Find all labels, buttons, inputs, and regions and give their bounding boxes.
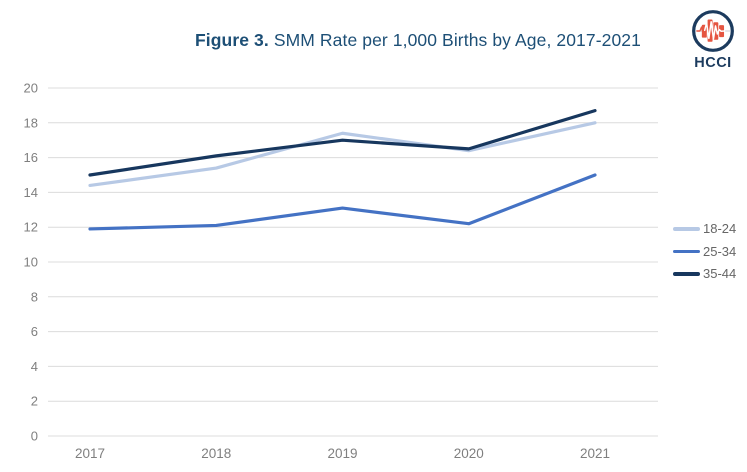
legend-swatch-25-34 [673, 249, 700, 254]
hcci-logo: HCCI [685, 8, 741, 71]
chart-title: Figure 3. SMM Rate per 1,000 Births by A… [195, 30, 641, 51]
series-line-18-24 [88, 121, 597, 188]
hcci-logo-icon [692, 10, 734, 52]
y-tick-12: 12 [24, 220, 38, 235]
legend-swatch-18-24 [673, 227, 700, 231]
y-tick-18: 18 [24, 115, 38, 130]
series-line-35-44 [88, 109, 597, 177]
x-tick-2021: 2021 [580, 446, 610, 461]
x-tick-2020: 2020 [454, 446, 484, 461]
x-tick-2017: 2017 [75, 446, 105, 461]
legend-item-18-24: 18-24 [673, 222, 736, 236]
legend-label-25-34: 25-34 [703, 243, 737, 259]
chart-title-prefix: Figure 3. [195, 30, 269, 50]
y-tick-4: 4 [31, 359, 38, 374]
legend-item-25-34: 25-34 [673, 243, 737, 259]
y-tick-10: 10 [24, 255, 38, 270]
y-tick-16: 16 [24, 150, 38, 165]
hcci-logo-text: HCCI [694, 55, 732, 71]
legend-label-18-24: 18-24 [703, 221, 737, 236]
legend-item-35-44: 35-44 [673, 267, 736, 281]
chart-legend: 18-24 25-34 35-44 [673, 222, 736, 290]
series-line-25-34 [88, 173, 597, 231]
y-tick-8: 8 [31, 289, 38, 304]
chart-title-text: SMM Rate per 1,000 Births by Age, 2017-2… [268, 30, 641, 50]
y-tick-2: 2 [31, 394, 38, 409]
legend-swatch-35-44 [673, 272, 700, 276]
x-tick-2019: 2019 [327, 446, 357, 461]
x-tick-2018: 2018 [201, 446, 231, 461]
y-tick-0: 0 [31, 429, 38, 444]
y-tick-20: 20 [24, 81, 38, 96]
y-tick-14: 14 [24, 185, 38, 200]
legend-label-35-44: 35-44 [703, 266, 737, 281]
y-tick-6: 6 [31, 324, 38, 339]
